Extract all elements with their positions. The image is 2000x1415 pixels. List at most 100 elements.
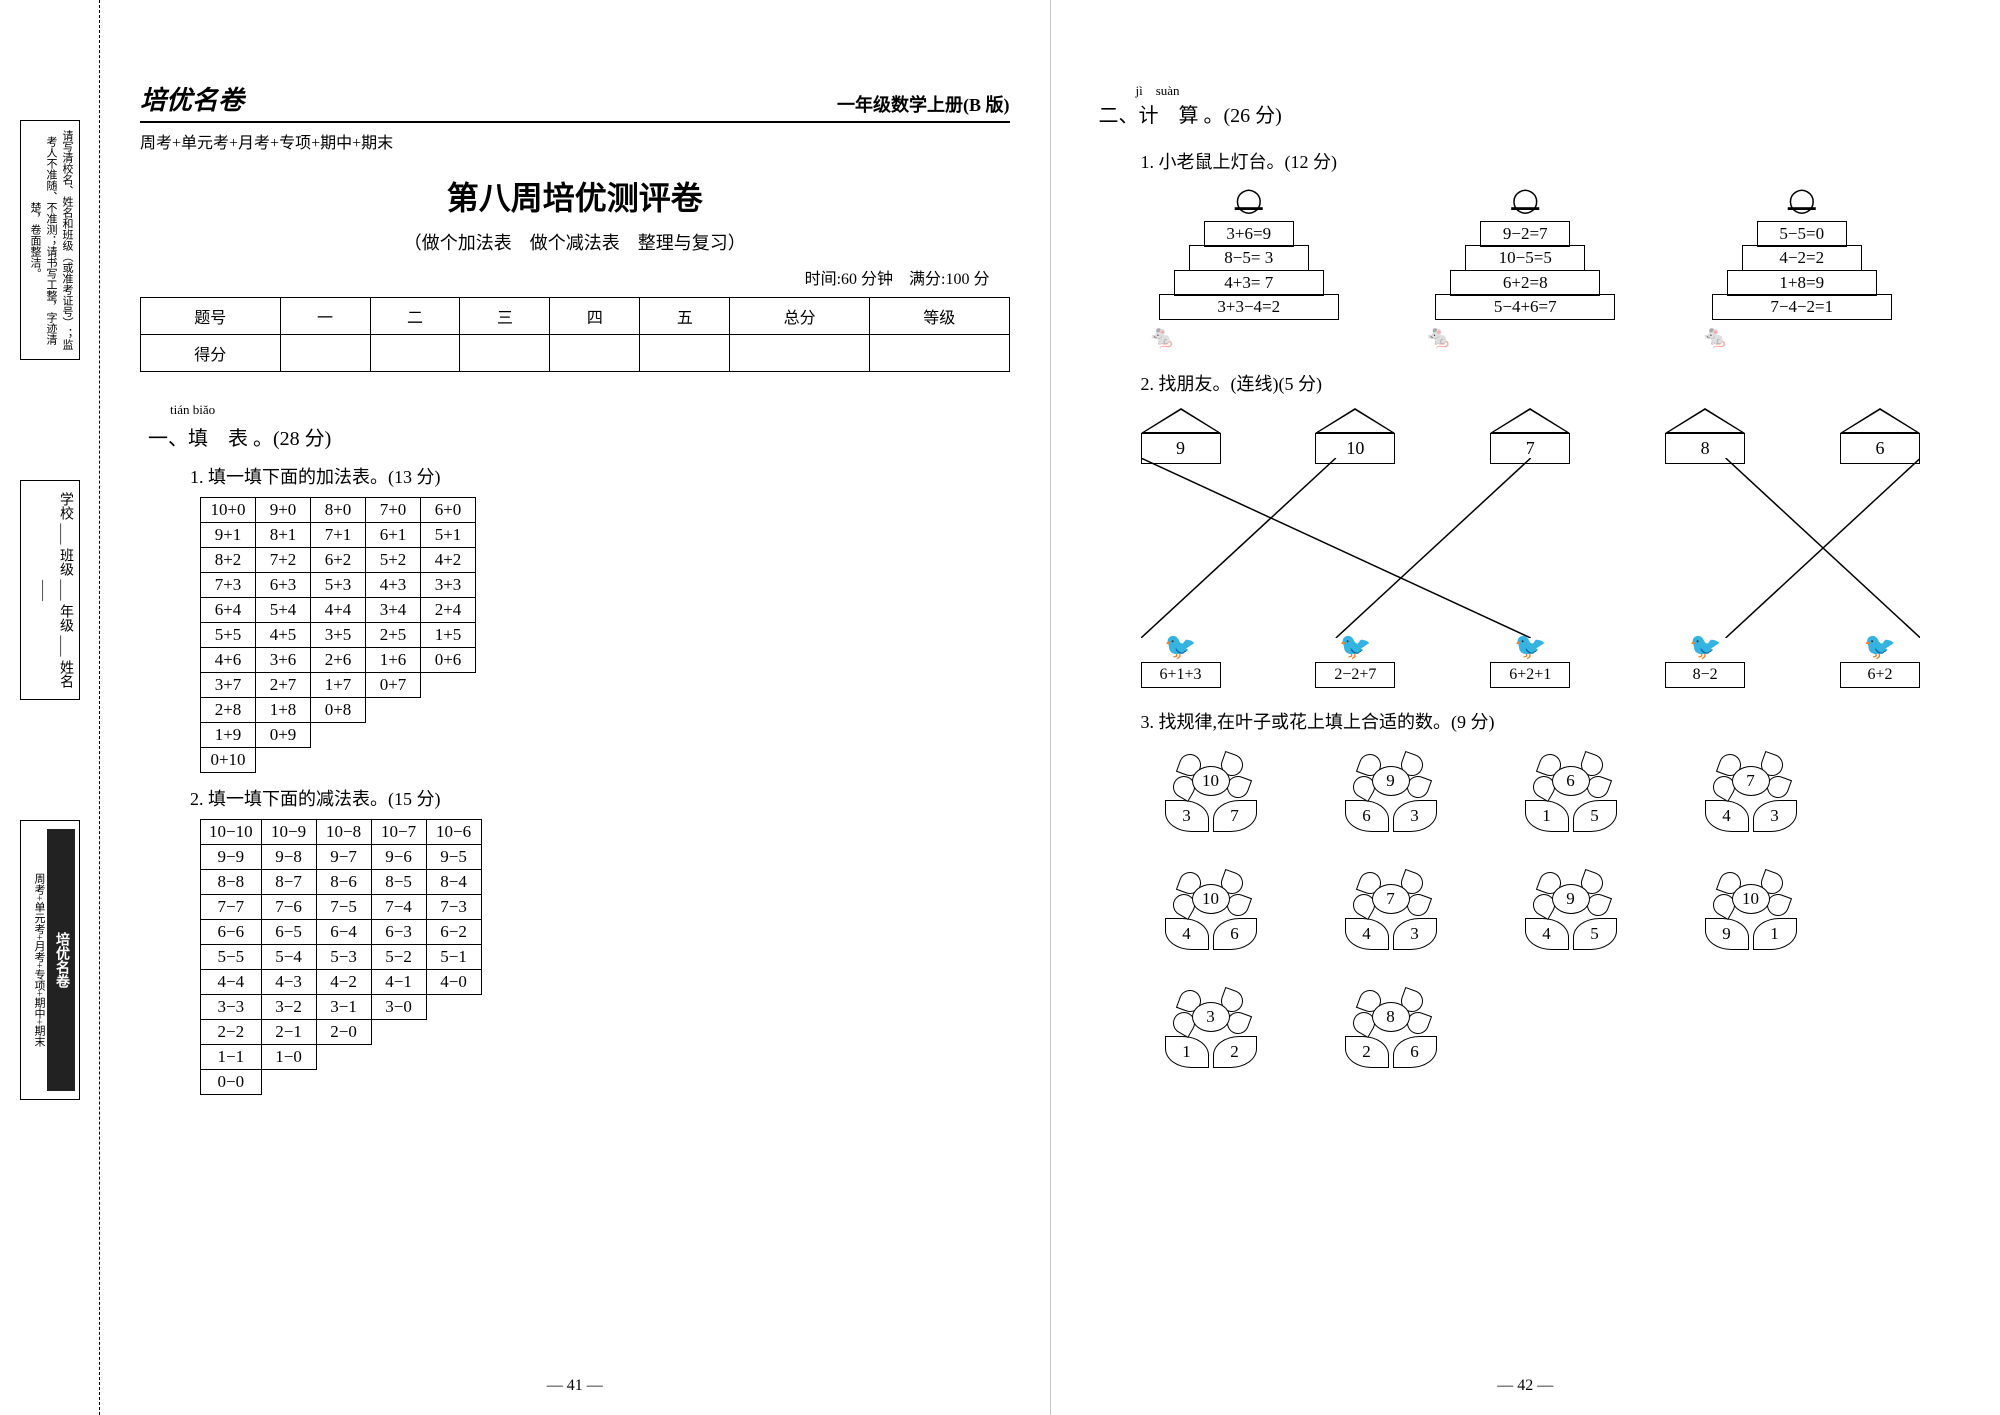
score-header-cell: 五	[640, 298, 730, 335]
leaf-right-number: 6	[1393, 1036, 1437, 1068]
subtraction-table: 10−1010−910−810−710−69−99−89−79−69−58−88…	[200, 819, 482, 1095]
leaf-right-number: 1	[1753, 918, 1797, 950]
bird-icon: 🐦	[1490, 632, 1570, 662]
leaf-right-number: 3	[1393, 918, 1437, 950]
table-cell: 9−8	[261, 845, 316, 870]
score-value-cell[interactable]	[460, 335, 550, 372]
table-cell: 7+1	[311, 523, 366, 548]
table-cell: 2+4	[421, 598, 476, 623]
table-cell: 4−4	[201, 970, 262, 995]
table-cell: 8+2	[201, 548, 256, 573]
flower: 615	[1511, 754, 1631, 832]
flower: 1046	[1151, 872, 1271, 950]
table-cell: 7−5	[316, 895, 371, 920]
score-header-cell: 二	[370, 298, 460, 335]
table-cell: 8−8	[201, 870, 262, 895]
table-cell: 7−3	[426, 895, 481, 920]
bird-expression: 6+1+3	[1141, 662, 1221, 688]
lamp-brick: 3+3−4=2	[1159, 294, 1339, 320]
table-cell	[261, 1070, 316, 1095]
score-value-cell[interactable]	[550, 335, 640, 372]
table-cell	[421, 723, 476, 748]
house: 10	[1315, 408, 1395, 464]
table-cell: 5−2	[371, 945, 426, 970]
table-cell: 5+4	[256, 598, 311, 623]
page-number-left: — 41 —	[547, 1377, 603, 1395]
bird: 🐦6+2+1	[1490, 632, 1570, 688]
table-cell: 7−4	[371, 895, 426, 920]
flower: 743	[1691, 754, 1811, 832]
q2-2-text: 2. 找朋友。(连线)(5 分)	[1141, 370, 1961, 396]
section2-pinyin: jì suàn	[1136, 80, 1961, 99]
lamp-brick: 5−5=0	[1757, 221, 1847, 247]
q2-1-text: 1. 小老鼠上灯台。(12 分)	[1141, 148, 1961, 174]
q1-1-text: 1. 填一填下面的加法表。(13 分)	[190, 463, 1010, 489]
lamp-column: ◯▔▔3+6=98−5= 34+3= 73+3−4=2🐁	[1159, 186, 1339, 350]
table-cell: 10+0	[201, 498, 256, 523]
score-value-cell[interactable]	[869, 335, 1009, 372]
table-cell: 9−9	[201, 845, 262, 870]
lamp-brick: 5−4+6=7	[1435, 294, 1615, 320]
lamp-brick: 6+2=8	[1450, 270, 1600, 296]
section1-pinyin: tián biǎo	[170, 402, 1010, 418]
leaf-left-number: 6	[1345, 800, 1389, 832]
bird-icon: 🐦	[1665, 632, 1745, 662]
table-cell: 4+4	[311, 598, 366, 623]
margin-logo: 培优名卷	[47, 829, 75, 1091]
table-cell: 6+1	[366, 523, 421, 548]
leaf-left-number: 4	[1705, 800, 1749, 832]
table-cell: 2+6	[311, 648, 366, 673]
header: 培优名卷 一年级数学上册(B 版)	[140, 80, 1010, 123]
score-value-cell[interactable]: 得分	[141, 335, 281, 372]
flower-center-number: 10	[1192, 884, 1230, 914]
timing-info: 时间:60 分钟 满分:100 分	[140, 265, 1010, 289]
table-cell: 6−5	[261, 920, 316, 945]
table-cell: 4−3	[261, 970, 316, 995]
score-value-cell[interactable]	[640, 335, 730, 372]
house-roof-icon	[1840, 408, 1920, 433]
flower-center-number: 10	[1732, 884, 1770, 914]
house: 9	[1141, 408, 1221, 464]
section2-heading: 二、计 算 。(26 分)	[1099, 99, 1961, 128]
table-cell: 5−5	[201, 945, 262, 970]
table-cell	[366, 698, 421, 723]
lamp-brick: 4+3= 7	[1174, 270, 1324, 296]
table-cell: 4+5	[256, 623, 311, 648]
lamp-column: ◯▔▔5−5=04−2=21+8=97−4−2=1🐁	[1712, 186, 1892, 350]
leaf-left-number: 1	[1165, 1036, 1209, 1068]
table-cell	[371, 1070, 426, 1095]
table-cell	[426, 1070, 481, 1095]
lamp-brick: 9−2=7	[1480, 221, 1570, 247]
brand-logo: 培优名卷	[140, 80, 244, 117]
binding-margin: 请写清校名、姓名和班级（或准考证号）；监考人不准随、不准测；请书写工整，字迹清楚…	[0, 0, 100, 1415]
page-left: 培优名卷 一年级数学上册(B 版) 周考+单元考+月考+专项+期中+期末 第八周…	[100, 0, 1051, 1415]
paper-title: 第八周培优测评卷	[140, 173, 1010, 219]
table-cell: 0+10	[201, 748, 256, 773]
table-cell: 2+8	[201, 698, 256, 723]
bird-expression: 2−2+7	[1315, 662, 1395, 688]
match-lines	[1141, 458, 1921, 638]
score-header-cell: 一	[280, 298, 370, 335]
table-cell: 6+2	[311, 548, 366, 573]
score-value-cell[interactable]	[280, 335, 370, 372]
table-cell: 1+6	[366, 648, 421, 673]
table-cell: 5+1	[421, 523, 476, 548]
table-cell: 0+9	[256, 723, 311, 748]
mouse-icon: 🐁	[1149, 324, 1176, 350]
house: 6	[1840, 408, 1920, 464]
flowers-container: 103796361574310467439451091312826	[1151, 754, 1961, 1068]
margin-instructions: 请写清校名、姓名和班级（或准考证号）；监考人不准随、不准测；请书写工整，字迹清楚…	[20, 120, 80, 360]
leaf-right-number: 5	[1573, 800, 1617, 832]
table-cell: 8−6	[316, 870, 371, 895]
table-cell	[311, 723, 366, 748]
table-cell: 8−7	[261, 870, 316, 895]
score-value-cell[interactable]	[730, 335, 870, 372]
table-cell: 4+3	[366, 573, 421, 598]
score-value-cell[interactable]	[370, 335, 460, 372]
bird: 🐦6+2	[1840, 632, 1920, 688]
table-cell: 0−0	[201, 1070, 262, 1095]
flower: 963	[1331, 754, 1451, 832]
table-cell: 3−1	[316, 995, 371, 1020]
page-right: jì suàn 二、计 算 。(26 分) 1. 小老鼠上灯台。(12 分) ◯…	[1051, 0, 2000, 1415]
leaf-left-number: 1	[1525, 800, 1569, 832]
